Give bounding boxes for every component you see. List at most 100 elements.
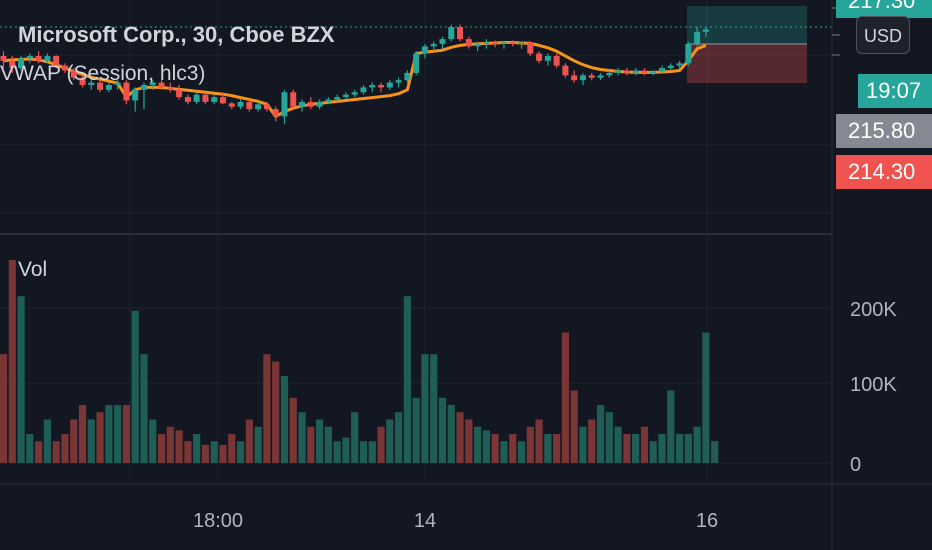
volume-bar bbox=[78, 405, 87, 463]
volume-bar bbox=[447, 405, 455, 463]
volume-bar bbox=[333, 441, 341, 463]
countdown-badge: 19:07 bbox=[858, 74, 932, 108]
candle-body bbox=[606, 72, 613, 76]
candle-body bbox=[79, 77, 86, 85]
candle-body bbox=[184, 97, 191, 102]
candle-body bbox=[334, 97, 341, 100]
volume-bar bbox=[711, 441, 719, 463]
candle-body bbox=[202, 94, 209, 102]
volume-bar bbox=[228, 434, 236, 463]
volume-bar bbox=[35, 441, 43, 463]
candle-body bbox=[562, 65, 569, 76]
time-axis-label: 14 bbox=[414, 510, 436, 532]
volume-bar bbox=[465, 419, 473, 463]
volume-bar bbox=[500, 441, 508, 463]
volume-bar bbox=[675, 434, 684, 463]
candle-body bbox=[114, 82, 121, 85]
volume-bar bbox=[26, 434, 34, 463]
candle-body bbox=[316, 101, 323, 107]
vwap-indicator-label[interactable]: VWAP (Session, hlc3) bbox=[0, 62, 206, 85]
volume-bar bbox=[219, 444, 227, 463]
volume-bar bbox=[596, 405, 605, 463]
volume-bar bbox=[438, 397, 447, 463]
candle-body bbox=[246, 101, 253, 110]
candle-body bbox=[158, 82, 165, 88]
volume-bar bbox=[579, 426, 587, 463]
volume-bar bbox=[263, 354, 271, 463]
currency-button[interactable]: USD bbox=[856, 16, 910, 54]
candle-body bbox=[588, 75, 595, 78]
volume-bar bbox=[87, 419, 95, 463]
candle-body bbox=[132, 89, 139, 101]
volume-bar bbox=[588, 419, 596, 463]
candle-body bbox=[272, 109, 279, 117]
volume-bar bbox=[140, 354, 148, 463]
last-price-badge: 214.30 bbox=[836, 155, 932, 189]
volume-bar bbox=[245, 419, 253, 463]
candle-body bbox=[492, 42, 499, 44]
candle-body bbox=[465, 39, 472, 47]
volume-bar bbox=[96, 412, 104, 463]
target-zone bbox=[687, 6, 807, 44]
candle-body bbox=[70, 70, 77, 78]
volume-bar bbox=[667, 390, 675, 463]
volume-axis-label: 100K bbox=[850, 374, 897, 396]
candle-body bbox=[193, 94, 200, 102]
volume-bar bbox=[368, 441, 376, 463]
volume-bar bbox=[272, 361, 280, 463]
volume-bar bbox=[430, 354, 438, 463]
volume-bar bbox=[254, 426, 262, 463]
candle-body bbox=[123, 82, 130, 101]
volume-bar bbox=[201, 444, 210, 463]
volume-bar bbox=[131, 310, 139, 463]
volume-bar bbox=[315, 419, 324, 463]
volume-axis-label: 0 bbox=[850, 454, 861, 476]
volume-bar bbox=[210, 441, 218, 463]
volume-bar bbox=[640, 426, 649, 463]
volume-bar bbox=[684, 434, 692, 463]
gray-price-badge: 215.80 bbox=[836, 114, 932, 148]
candle-body bbox=[483, 42, 490, 44]
volume-bar bbox=[702, 332, 710, 463]
candle-body bbox=[632, 70, 639, 73]
candle-body bbox=[369, 85, 376, 88]
candle-body bbox=[571, 75, 578, 81]
volume-bar bbox=[359, 441, 368, 463]
volume-bar bbox=[8, 260, 16, 463]
candle-body bbox=[702, 29, 709, 32]
candle-body bbox=[378, 85, 385, 88]
volume-bar bbox=[658, 434, 666, 463]
volume-indicator-label[interactable]: Vol bbox=[18, 258, 48, 281]
volume-bar bbox=[280, 376, 289, 463]
candle-body bbox=[641, 70, 648, 73]
symbol-title[interactable]: Microsoft Corp., 30, Cboe BZX bbox=[18, 22, 335, 47]
candle-body bbox=[536, 53, 543, 61]
volume-bar bbox=[561, 332, 570, 463]
candle-body bbox=[527, 42, 534, 54]
candle-body bbox=[509, 42, 516, 44]
volume-bar bbox=[114, 405, 122, 463]
candle-body bbox=[255, 104, 262, 110]
volume-bar bbox=[509, 434, 517, 463]
candle-body bbox=[650, 71, 657, 73]
candle-body bbox=[386, 82, 393, 88]
candle-body bbox=[421, 46, 428, 54]
vwap-line bbox=[3, 41, 707, 118]
candle-body bbox=[0, 56, 7, 61]
volume-bar bbox=[289, 397, 297, 463]
candle-body bbox=[659, 68, 665, 72]
candle-body bbox=[325, 99, 332, 102]
candle-body bbox=[685, 43, 692, 64]
candle-body bbox=[615, 70, 622, 73]
volume-bar bbox=[412, 397, 420, 463]
candle-body bbox=[351, 92, 358, 95]
volume-bar bbox=[544, 434, 552, 463]
volume-bar bbox=[342, 437, 350, 463]
volume-bar bbox=[307, 426, 315, 463]
volume-bar bbox=[693, 426, 701, 463]
volume-layer bbox=[0, 260, 719, 463]
candle-body bbox=[597, 75, 604, 78]
candle-body bbox=[290, 92, 297, 107]
volume-bar bbox=[61, 434, 69, 463]
